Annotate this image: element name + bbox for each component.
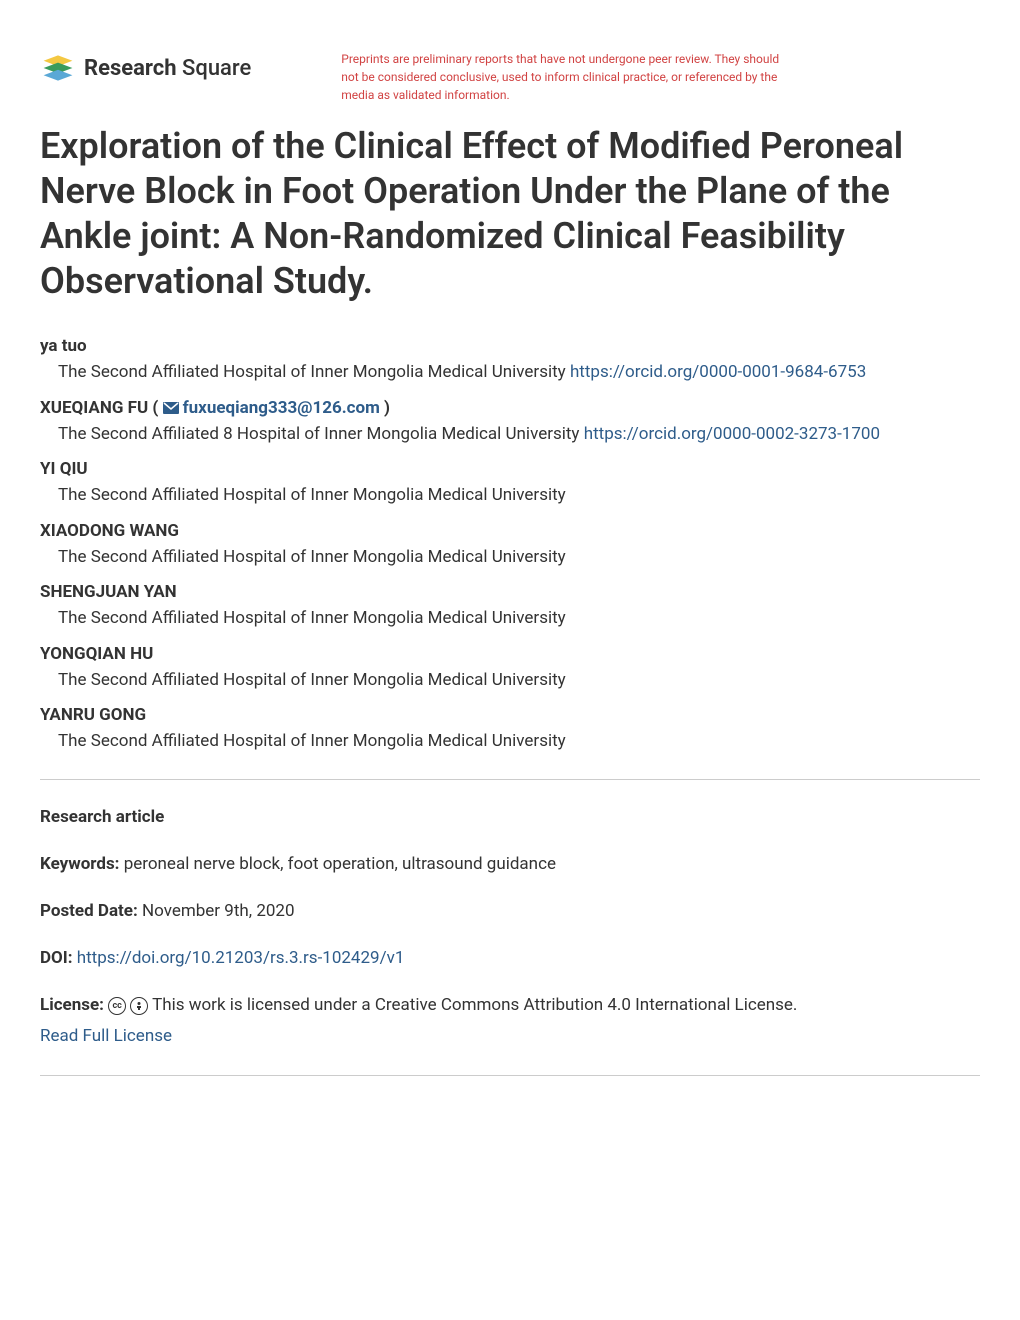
- author-name: XUEQIANG FU ( fuxueqiang333@126.com ): [40, 398, 980, 418]
- cc-by-icon: [130, 997, 148, 1015]
- author: XIAODONG WANG The Second Affiliated Hospi…: [40, 521, 980, 571]
- doi-link[interactable]: https://doi.org/10.21203/rs.3.rs-102429/…: [77, 948, 405, 968]
- article-type: Research article: [40, 804, 980, 831]
- license-label: License:: [40, 995, 104, 1015]
- author-name: YI QIU: [40, 459, 980, 479]
- author-name: YANRU GONG: [40, 705, 980, 725]
- meta-section: Research article Keywords: peroneal nerv…: [40, 804, 980, 1051]
- author-affiliation: The Second Affiliated Hospital of Inner …: [40, 483, 980, 509]
- preprint-disclaimer: Preprints are preliminary reports that h…: [341, 50, 781, 104]
- author: YONGQIAN HU The Second Affiliated Hospita…: [40, 644, 980, 694]
- author: ya tuo The Second Affiliated Hospital of …: [40, 336, 980, 386]
- author-affiliation: The Second Affiliated Hospital of Inner …: [40, 668, 980, 694]
- author-affiliation: The Second Affiliated 8 Hospital of Inne…: [40, 422, 980, 448]
- author-affiliation: The Second Affiliated Hospital of Inner …: [40, 729, 980, 755]
- author-name: SHENGJUAN YAN: [40, 582, 980, 602]
- author: SHENGJUAN YAN The Second Affiliated Hospi…: [40, 582, 980, 632]
- logo-section: Research Square: [40, 50, 251, 86]
- author-affiliation: The Second Affiliated Hospital of Inner …: [40, 606, 980, 632]
- author-affiliation: The Second Affiliated Hospital of Inner …: [40, 545, 980, 571]
- license-text: This work is licensed under a Creative C…: [152, 995, 797, 1015]
- divider: [40, 779, 980, 780]
- posted-date-row: Posted Date: November 9th, 2020: [40, 898, 980, 925]
- author: XUEQIANG FU ( fuxueqiang333@126.com ) The…: [40, 398, 980, 448]
- license-row: License: cc This work is licensed under …: [40, 992, 980, 1050]
- keywords-label: Keywords:: [40, 854, 119, 874]
- read-full-license-link[interactable]: Read Full License: [40, 1023, 980, 1050]
- cc-icon: cc: [108, 997, 126, 1015]
- keywords-value: peroneal nerve block, foot operation, ul…: [124, 854, 556, 874]
- orcid-link[interactable]: https://orcid.org/0000-0002-3273-1700: [584, 424, 880, 444]
- author: YI QIU The Second Affiliated Hospital of …: [40, 459, 980, 509]
- orcid-link[interactable]: https://orcid.org/0000-0001-9684-6753: [570, 362, 866, 382]
- author-email-link[interactable]: fuxueqiang333@126.com: [183, 398, 380, 418]
- logo-text-light: Square: [182, 56, 251, 81]
- author-affiliation: The Second Affiliated Hospital of Inner …: [40, 360, 980, 386]
- author-name: YONGQIAN HU: [40, 644, 980, 664]
- research-square-logo-icon: [40, 50, 76, 86]
- author-name: ya tuo: [40, 336, 980, 356]
- logo-text-bold: Research: [84, 56, 177, 81]
- paper-title: Exploration of the Clinical Effect of Mo…: [40, 124, 980, 304]
- divider: [40, 1075, 980, 1076]
- author-name: XIAODONG WANG: [40, 521, 980, 541]
- posted-date-label: Posted Date:: [40, 901, 138, 921]
- email-icon: [163, 402, 179, 414]
- posted-date-value: November 9th, 2020: [142, 901, 295, 921]
- cc-icons: cc: [108, 997, 148, 1015]
- author: YANRU GONG The Second Affiliated Hospital…: [40, 705, 980, 755]
- logo-text: Research Square: [84, 56, 251, 81]
- doi-row: DOI: https://doi.org/10.21203/rs.3.rs-10…: [40, 945, 980, 972]
- doi-label: DOI:: [40, 948, 73, 968]
- authors-list: ya tuo The Second Affiliated Hospital of …: [40, 336, 980, 755]
- header-row: Research Square Preprints are preliminar…: [40, 50, 980, 104]
- keywords-row: Keywords: peroneal nerve block, foot ope…: [40, 851, 980, 878]
